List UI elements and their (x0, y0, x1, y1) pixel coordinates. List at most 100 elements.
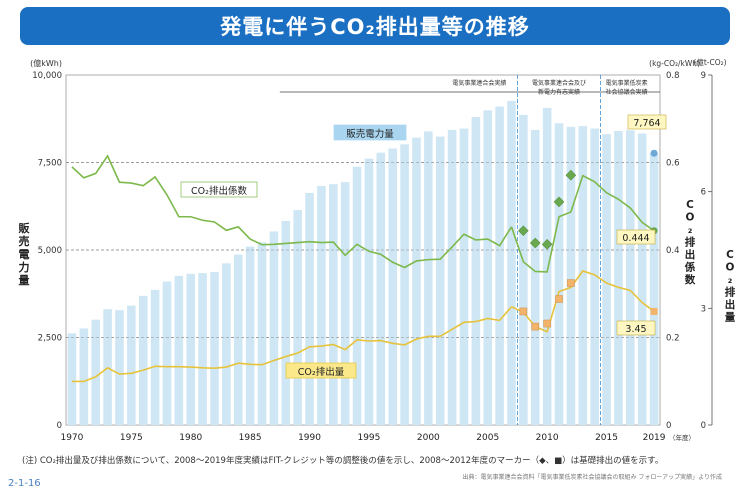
emis-end-label: 3.45 (616, 320, 656, 336)
bar-1997 (388, 148, 397, 425)
bar-1976 (138, 295, 148, 425)
left-tick-label: 2,500 (38, 334, 62, 344)
x-tick-label: 1990 (298, 433, 321, 443)
right2-axis-char: ₂ (728, 274, 733, 286)
bar-1980 (186, 273, 196, 425)
bar-1996 (376, 152, 386, 425)
x-tick-label: 2000 (417, 433, 440, 443)
bar-2005 (483, 110, 493, 425)
left-tick-label: 5,000 (38, 246, 62, 256)
right2-tick-label: 0 (701, 421, 706, 431)
right1-axis-title: CO₂排出係数 (684, 199, 696, 286)
bar-1990 (305, 192, 314, 425)
coef-series-label-text: CO₂排出係数 (191, 185, 247, 197)
bar-2016 (614, 131, 623, 425)
bar-2009 (530, 129, 540, 425)
period-label: 電気事業連合会実績 (452, 79, 506, 87)
bar-1975 (127, 305, 136, 425)
emis-series-label: CO₂排出量 (285, 362, 357, 379)
right1-axis-char: 排 (685, 236, 696, 249)
x-tick-label: 1995 (357, 433, 380, 443)
right1-tick-label: 0 (666, 421, 671, 431)
right1-tick-label: 0.8 (666, 71, 680, 81)
left-axis-char: 電 (19, 248, 30, 261)
bar-2003 (459, 128, 469, 426)
bar-1994 (352, 166, 362, 425)
bar-1982 (210, 272, 219, 425)
bar-1992 (329, 184, 338, 425)
coef-series-label: CO₂排出係数 (180, 181, 258, 198)
bar-2015 (602, 134, 611, 425)
bar-2007 (507, 100, 516, 426)
bar-1991 (317, 185, 326, 425)
emis-end-label-text: 3.45 (625, 324, 646, 335)
bar-1977 (150, 289, 160, 425)
bar-1972 (91, 319, 100, 425)
bar-1988 (281, 220, 291, 425)
right1-tick-label: 0.2 (666, 334, 680, 344)
coef-basic-marker-2010 (541, 239, 553, 250)
bar-end-marker (650, 149, 658, 157)
left-tick-label: 0 (57, 421, 62, 431)
right1-axis-char: O (686, 212, 695, 224)
coef-basic-marker-2011 (553, 196, 565, 208)
right2-tick-label: 6 (701, 188, 706, 198)
bar-2014 (590, 128, 599, 426)
bar-2006 (495, 106, 504, 425)
bar-1985 (245, 246, 255, 425)
right2-axis-char: C (726, 249, 734, 261)
x-tick-label: 1980 (179, 433, 202, 443)
right2-axis-char: 量 (725, 311, 736, 324)
left-axis-char: 販 (19, 221, 31, 235)
bar-1979 (174, 275, 184, 425)
left-axis-title: 販売電力量 (19, 221, 31, 287)
period-label: 電気事業低炭素 (606, 79, 648, 87)
left-axis-char: 力 (19, 260, 30, 274)
bar-2012 (566, 126, 576, 426)
bar-1998 (400, 144, 409, 426)
right1-axis-char: C (686, 199, 694, 211)
bar-end-label: 7,764 (627, 114, 667, 130)
bar-1987 (269, 231, 279, 425)
bar-2010 (542, 107, 552, 426)
bar-1974 (115, 310, 124, 425)
right1-axis-char: 係 (685, 261, 696, 274)
bar-series-label-box (333, 124, 407, 141)
emis-series-label-box (285, 362, 357, 379)
coef-line (71, 154, 513, 269)
x-tick-label: 2005 (476, 433, 499, 443)
emis-basic-marker-2008 (519, 307, 528, 316)
x-tick-label: 2015 (595, 433, 618, 443)
bar-1995 (364, 158, 374, 425)
bar-1999 (412, 137, 421, 425)
emis-series-label-text: CO₂排出量 (298, 366, 345, 378)
coef-end-label: 0.444 (616, 229, 656, 245)
x-unit: （年度） (669, 433, 695, 442)
right2-axis-title: CO₂排出量 (725, 249, 736, 324)
period-label: 電気事業連合会及び (532, 79, 586, 87)
left-axis-char: 売 (19, 234, 30, 248)
coef-end-label-text: 0.444 (622, 233, 649, 244)
period-label: 新電力有志実績 (538, 88, 580, 96)
bar-1989 (293, 210, 302, 425)
bar-1983 (222, 263, 231, 425)
footnote: (注) CO₂排出量及び排出係数について、2008〜2019年度実績はFIT-ク… (22, 456, 664, 466)
emis-basic-marker-2012 (567, 279, 575, 287)
right1-tick-label: 0.6 (666, 159, 680, 169)
left-tick-label: 10,000 (32, 71, 62, 81)
bar-1970 (67, 333, 77, 425)
page-title: 発電に伴うCO₂排出量等の推移 (220, 15, 530, 39)
bar-2001 (435, 136, 445, 425)
source-text: 出典：電気事業連合会資料「電気事業低炭素社会協議会の取組み フォローアップ実績」… (462, 474, 722, 481)
bar-1984 (233, 254, 243, 425)
right1-axis-char: 出 (685, 248, 696, 261)
bar-2019 (649, 153, 659, 425)
bar-2017 (626, 130, 635, 426)
period-label: 社会協議会実績 (606, 88, 648, 96)
emis-basic-marker-2009 (531, 322, 540, 331)
bar-1981 (198, 273, 207, 425)
bar-end-label-text: 7,764 (633, 118, 660, 129)
bar-2002 (447, 129, 457, 425)
emis-basic-marker-2010 (543, 319, 551, 328)
x-tick-label: 2019 (643, 433, 666, 443)
